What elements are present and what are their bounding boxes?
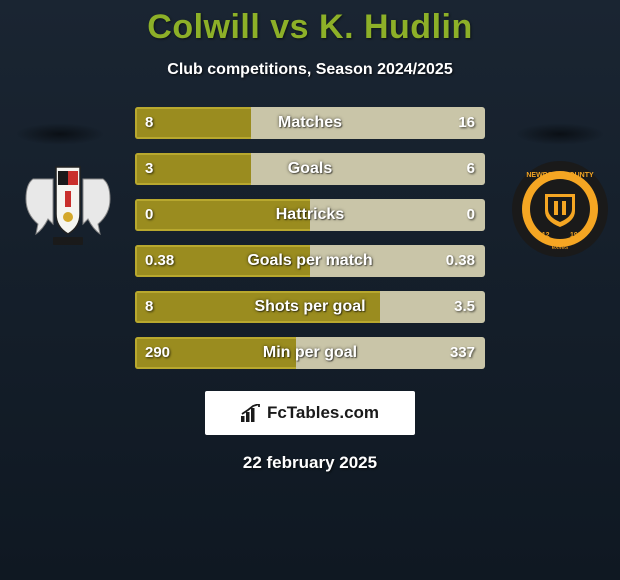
stat-value-left: 290 bbox=[145, 337, 170, 369]
svg-text:exiles: exiles bbox=[552, 244, 569, 251]
comparison-date: 22 february 2025 bbox=[0, 453, 620, 473]
crest-left-icon bbox=[18, 159, 118, 249]
stat-label: Min per goal bbox=[135, 337, 485, 369]
stat-label: Shots per goal bbox=[135, 291, 485, 323]
stat-row: Matches8 16 bbox=[135, 107, 485, 139]
stat-value-right: 16 bbox=[458, 107, 475, 139]
stat-row: Goals3 6 bbox=[135, 153, 485, 185]
stat-row: Shots per goal8 3.5 bbox=[135, 291, 485, 323]
stat-row: Min per goal290 337 bbox=[135, 337, 485, 369]
stat-value-right: 3.5 bbox=[454, 291, 475, 323]
stat-row: Hattricks0 0 bbox=[135, 199, 485, 231]
watermark-text: FcTables.com bbox=[267, 403, 379, 423]
comparison-title: Colwill vs K. Hudlin bbox=[0, 0, 620, 47]
fctables-watermark: FcTables.com bbox=[205, 391, 415, 435]
stat-row: Goals per match0.38 0.38 bbox=[135, 245, 485, 277]
stat-label: Goals per match bbox=[135, 245, 485, 277]
stat-value-right: 0 bbox=[467, 199, 475, 231]
stat-value-right: 337 bbox=[450, 337, 475, 369]
exeter-city-crest bbox=[18, 159, 118, 249]
stat-value-right: 6 bbox=[467, 153, 475, 185]
svg-text:NEWPORT COUNTY: NEWPORT COUNTY bbox=[526, 172, 594, 179]
newport-county-crest: NEWPORT COUNTY 1912 1989 exiles bbox=[510, 159, 610, 249]
svg-text:1989: 1989 bbox=[570, 232, 586, 239]
stat-label: Goals bbox=[135, 153, 485, 185]
chart-icon bbox=[241, 404, 261, 422]
stat-label: Matches bbox=[135, 107, 485, 139]
stat-value-left: 0.38 bbox=[145, 245, 174, 277]
stat-value-left: 8 bbox=[145, 291, 153, 323]
stat-value-right: 0.38 bbox=[446, 245, 475, 277]
stat-bars: Matches816Goals36Hattricks00Goals per ma… bbox=[135, 107, 485, 383]
stat-value-left: 0 bbox=[145, 199, 153, 231]
comparison-content: NEWPORT COUNTY 1912 1989 exiles Matches8… bbox=[0, 99, 620, 379]
player-shadow-left bbox=[15, 123, 105, 145]
crest-right-icon: NEWPORT COUNTY 1912 1989 exiles bbox=[510, 159, 610, 259]
player-shadow-right bbox=[515, 123, 605, 145]
stat-value-left: 8 bbox=[145, 107, 153, 139]
svg-text:1912: 1912 bbox=[534, 232, 550, 239]
stat-label: Hattricks bbox=[135, 199, 485, 231]
comparison-subtitle: Club competitions, Season 2024/2025 bbox=[0, 61, 620, 79]
stat-value-left: 3 bbox=[145, 153, 153, 185]
